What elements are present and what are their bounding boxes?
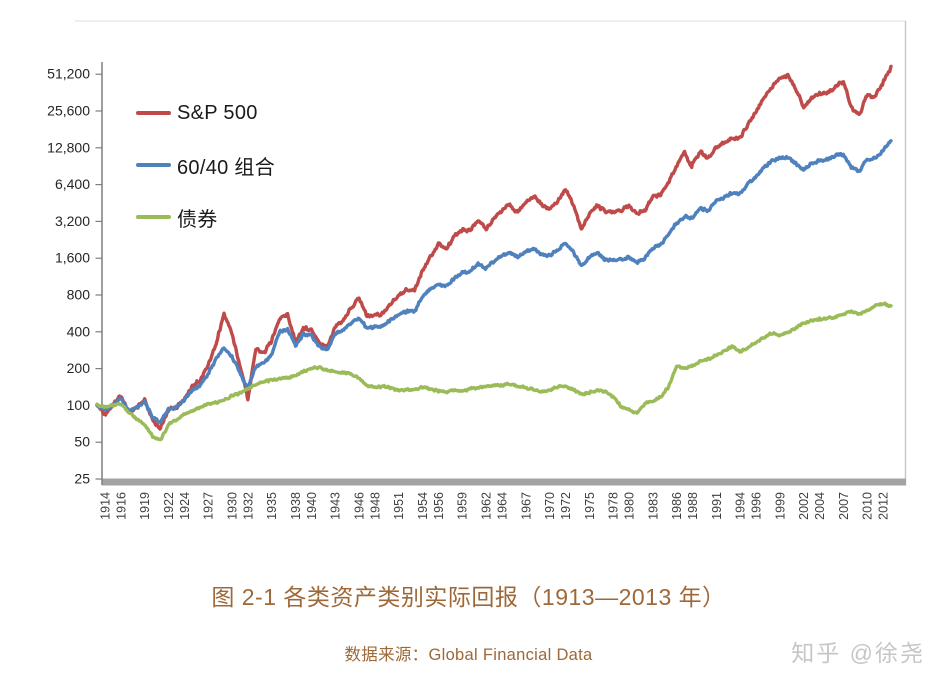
x-tick-label: 1964 bbox=[495, 492, 509, 520]
series-line-sp500 bbox=[95, 64, 893, 431]
x-tick-label: 1956 bbox=[432, 492, 446, 520]
chart-canvas: 51,200 25,600 12,800 6,400 3,200 1,600 800 400 2… bbox=[47, 20, 907, 520]
x-tick-label: 1932 bbox=[241, 492, 255, 520]
x-tick-label: 1916 bbox=[114, 492, 128, 520]
x-tick-label: 1935 bbox=[265, 492, 279, 520]
figure-caption: 图 2-1 各类资产类别实际回报（1913—2013 年） bbox=[211, 584, 726, 610]
y-tick-label: 12,800 bbox=[47, 139, 90, 155]
x-tick-label: 1983 bbox=[646, 492, 660, 520]
y-tick-label: 1,600 bbox=[55, 250, 90, 266]
x-tick-label: 1967 bbox=[519, 492, 533, 520]
x-tick-label: 1980 bbox=[622, 492, 636, 520]
x-tick-label: 2007 bbox=[837, 492, 851, 520]
x-tick-label: 1951 bbox=[392, 492, 406, 520]
x-tick-label: 1938 bbox=[289, 492, 303, 520]
y-tick-label: 25,600 bbox=[47, 103, 90, 119]
y-tick-label: 100 bbox=[67, 397, 91, 413]
y-tick-label: 6,400 bbox=[55, 176, 90, 192]
legend-label-sp500: S&P 500 bbox=[177, 101, 258, 124]
x-tick-label: 1924 bbox=[178, 492, 192, 520]
y-tick-label: 200 bbox=[67, 360, 91, 376]
x-axis-bar bbox=[102, 478, 906, 486]
y-tick-label: 50 bbox=[74, 434, 90, 450]
x-tick-label: 1991 bbox=[710, 492, 724, 520]
chart-legend: S&P 500 60/40 组合 债券 bbox=[136, 99, 275, 255]
x-tick-label: 1914 bbox=[98, 492, 112, 520]
x-tick-label: 1927 bbox=[202, 492, 216, 520]
legend-item-60-40: 60/40 组合 bbox=[136, 151, 275, 179]
y-tick-label: 25 bbox=[74, 471, 90, 487]
data-source-label: 数据来源：Global Financial Data bbox=[344, 646, 593, 664]
x-tick-label: 1970 bbox=[543, 492, 557, 520]
legend-line-swatch-sp500 bbox=[136, 111, 171, 115]
x-tick-label: 1948 bbox=[368, 492, 382, 520]
x-tick-label: 1922 bbox=[162, 492, 176, 520]
x-tick-label: 1978 bbox=[607, 492, 621, 520]
legend-line-swatch-60-40 bbox=[136, 163, 171, 167]
x-tick-label: 1999 bbox=[773, 492, 787, 520]
x-tick-label: 1988 bbox=[686, 492, 700, 520]
x-tick-label: 1975 bbox=[583, 492, 597, 520]
y-tick-label: 3,200 bbox=[55, 213, 90, 229]
x-tick-label: 1943 bbox=[329, 492, 343, 520]
x-tick-label: 2002 bbox=[797, 492, 811, 520]
x-tick-label: 1959 bbox=[456, 492, 470, 520]
x-tick-label: 1962 bbox=[480, 492, 494, 520]
x-tick-label: 1986 bbox=[670, 492, 684, 520]
x-tick-label: 2012 bbox=[877, 492, 891, 520]
legend-item-bonds: 债券 bbox=[136, 203, 275, 231]
x-tick-label: 1919 bbox=[138, 492, 152, 520]
chart-area: 51,200 25,600 12,800 6,400 3,200 1,600 800 400 2… bbox=[47, 20, 907, 520]
x-tick-label: 1946 bbox=[353, 492, 367, 520]
y-tick-label: 51,200 bbox=[47, 66, 90, 82]
series-line-60-40 bbox=[95, 139, 893, 425]
x-tick-label: 1994 bbox=[734, 492, 748, 520]
x-tick-label: 1930 bbox=[225, 492, 239, 520]
legend-label-60-40: 60/40 组合 bbox=[177, 156, 276, 179]
x-tick-label: 2010 bbox=[861, 492, 875, 520]
y-tick-label: 400 bbox=[67, 323, 91, 339]
x-tick-label: 1996 bbox=[750, 492, 764, 520]
x-tick-label: 1940 bbox=[305, 492, 319, 520]
legend-item-sp500: S&P 500 bbox=[136, 99, 275, 127]
series-line-bonds bbox=[95, 301, 893, 442]
x-tick-label: 2004 bbox=[813, 492, 827, 520]
legend-label-bonds: 债券 bbox=[177, 208, 218, 231]
watermark: 知乎 @徐尧 bbox=[791, 640, 925, 666]
y-tick-label: 800 bbox=[67, 287, 91, 303]
legend-line-swatch-bonds bbox=[136, 215, 171, 219]
x-tick-label: 1954 bbox=[416, 492, 430, 520]
x-tick-label: 1972 bbox=[559, 492, 573, 520]
